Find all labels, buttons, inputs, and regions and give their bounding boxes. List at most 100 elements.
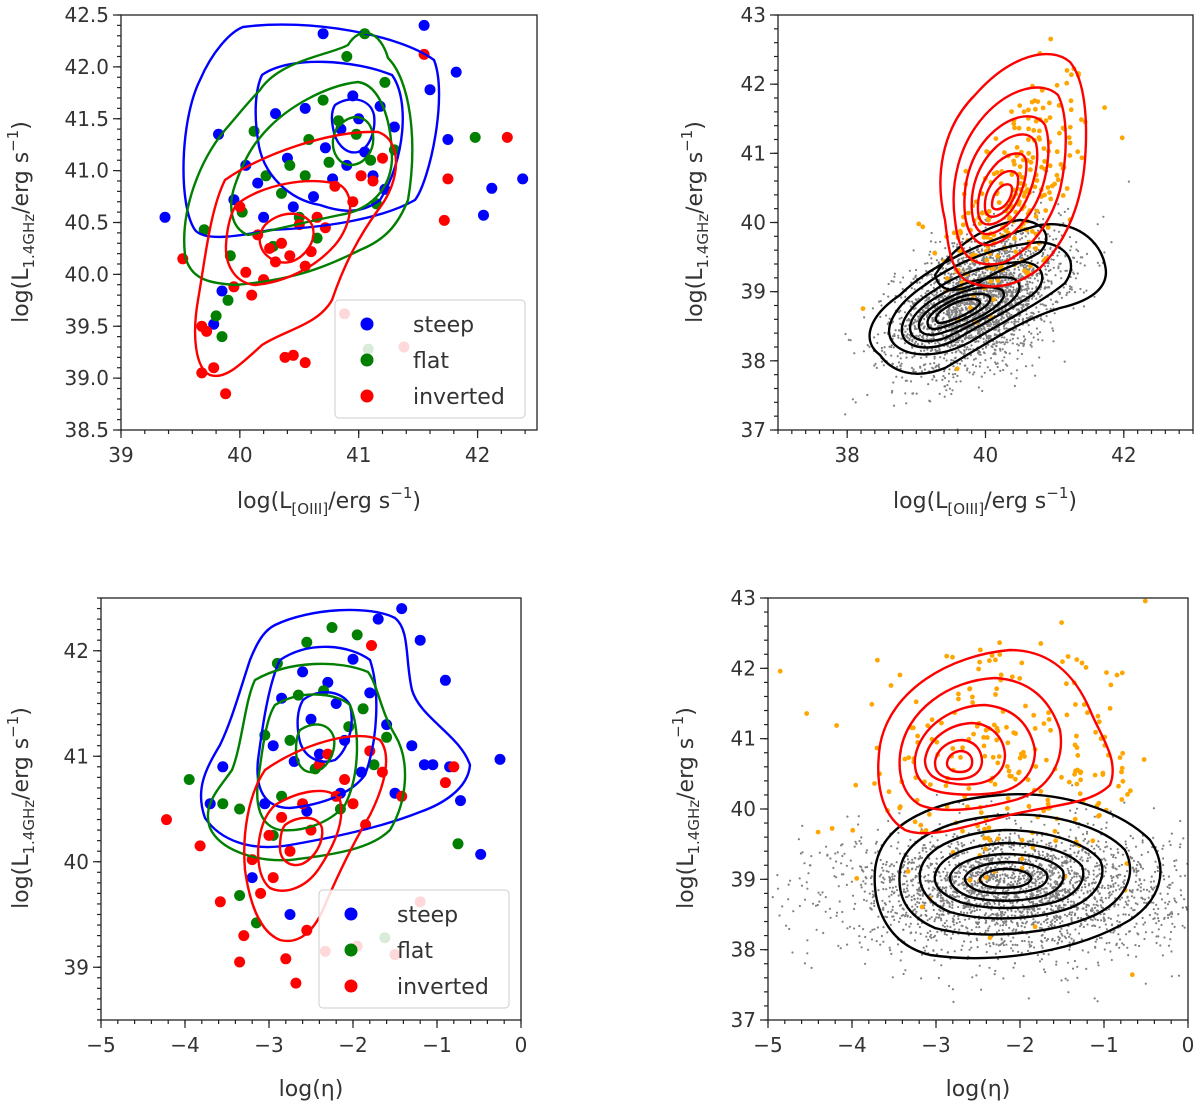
data-point-parent	[1030, 892, 1033, 895]
data-point-inverted	[234, 956, 246, 968]
y-tick-label: 41.5	[64, 107, 109, 131]
data-point-parent	[1030, 332, 1033, 335]
data-point-steep	[364, 687, 376, 699]
data-point-parent	[1064, 269, 1067, 272]
data-point-parent	[905, 887, 909, 890]
data-point-parent	[905, 911, 908, 914]
data-point-parent	[1000, 856, 1003, 859]
data-point-parent	[1004, 285, 1007, 289]
data-point-parent	[956, 243, 959, 246]
data-point-parent	[876, 341, 879, 345]
data-point-parent	[963, 345, 966, 348]
data-point-parent	[1004, 874, 1007, 877]
data-point-parent	[1057, 822, 1060, 825]
data-point-parent	[966, 346, 969, 349]
data-point-parent	[882, 876, 885, 879]
data-point-parent	[854, 902, 857, 905]
data-point-parent	[871, 928, 874, 932]
data-point-parent	[1047, 269, 1050, 272]
data-point-parent	[1047, 953, 1050, 956]
data-point-parent	[958, 928, 961, 931]
data-point-parent	[926, 328, 929, 331]
data-point-parent	[1061, 934, 1064, 937]
data-point-radio	[1064, 186, 1070, 191]
data-point-parent	[935, 862, 938, 865]
data-point-parent	[897, 336, 900, 339]
data-point-parent	[952, 359, 955, 362]
data-point-parent	[908, 300, 911, 303]
data-point-steep	[424, 84, 436, 96]
data-point-parent	[1057, 265, 1060, 268]
data-point-parent	[920, 323, 923, 326]
data-point-parent	[1135, 922, 1138, 925]
data-point-parent	[1161, 954, 1164, 957]
data-point-parent	[1071, 884, 1075, 887]
data-point-parent	[879, 315, 882, 318]
data-point-parent	[1141, 916, 1144, 920]
data-point-parent	[900, 296, 903, 299]
data-point-parent	[1009, 294, 1012, 298]
data-point-parent	[1042, 968, 1046, 971]
data-point-parent	[965, 369, 969, 372]
data-point-parent	[989, 321, 992, 324]
data-point-parent	[1059, 270, 1062, 273]
data-point-parent	[862, 880, 865, 883]
data-point-parent	[879, 858, 882, 862]
data-point-parent	[989, 291, 993, 294]
data-point-parent	[969, 348, 972, 351]
data-point-parent	[943, 925, 946, 928]
data-point-steep	[308, 191, 319, 203]
data-point-parent	[1023, 253, 1027, 256]
data-point-parent	[1037, 338, 1040, 341]
data-point-parent	[1164, 907, 1167, 910]
data-point-parent	[1001, 924, 1005, 927]
data-point-flat	[234, 803, 246, 815]
data-point-parent	[879, 943, 882, 946]
data-point-parent	[937, 363, 941, 366]
data-point-parent	[951, 242, 954, 245]
data-point-parent	[1036, 841, 1039, 844]
data-point-parent	[1028, 866, 1031, 869]
data-point-parent	[1094, 924, 1097, 928]
data-point-parent	[888, 317, 891, 320]
data-point-inverted	[287, 349, 299, 361]
data-point-parent	[860, 946, 863, 949]
data-point-parent	[918, 926, 922, 929]
panel-top-left: 39 40 41 4238.539.039.540.040.541.041.542.0…	[4, 3, 538, 518]
data-point-parent	[1045, 308, 1048, 311]
data-point-parent	[942, 297, 945, 300]
data-point-steep	[208, 318, 220, 330]
data-point-parent	[877, 915, 880, 918]
data-point-parent	[1014, 914, 1017, 918]
data-point-parent	[1082, 925, 1085, 929]
data-point-parent	[992, 212, 996, 215]
data-point-parent	[1070, 913, 1073, 917]
data-point-parent	[963, 301, 966, 304]
data-point-parent	[1019, 264, 1023, 267]
data-point-steep	[372, 613, 384, 625]
data-point-parent	[1145, 888, 1149, 892]
data-point-steep	[455, 795, 466, 807]
data-point-parent	[902, 874, 906, 877]
data-point-parent	[988, 336, 991, 340]
data-point-parent	[1066, 898, 1069, 901]
data-point-parent	[1135, 867, 1138, 870]
data-point-parent	[1036, 274, 1039, 277]
data-point-parent	[991, 257, 995, 260]
data-point-radio	[1079, 117, 1084, 122]
data-point-parent	[987, 927, 990, 930]
data-point-parent	[977, 340, 980, 343]
data-point-parent	[1035, 859, 1038, 863]
data-point-flat	[260, 170, 272, 182]
data-point-parent	[863, 316, 866, 319]
data-point-parent	[1022, 266, 1026, 269]
data-point-inverted	[228, 281, 240, 293]
data-point-parent	[1111, 879, 1114, 882]
data-point-parent	[957, 917, 960, 921]
data-point-parent	[867, 948, 870, 951]
data-point-radio	[1069, 72, 1074, 78]
data-point-parent	[1052, 909, 1055, 912]
data-point-parent	[1098, 864, 1101, 867]
data-point-parent	[930, 916, 933, 919]
data-point-parent	[929, 841, 932, 844]
